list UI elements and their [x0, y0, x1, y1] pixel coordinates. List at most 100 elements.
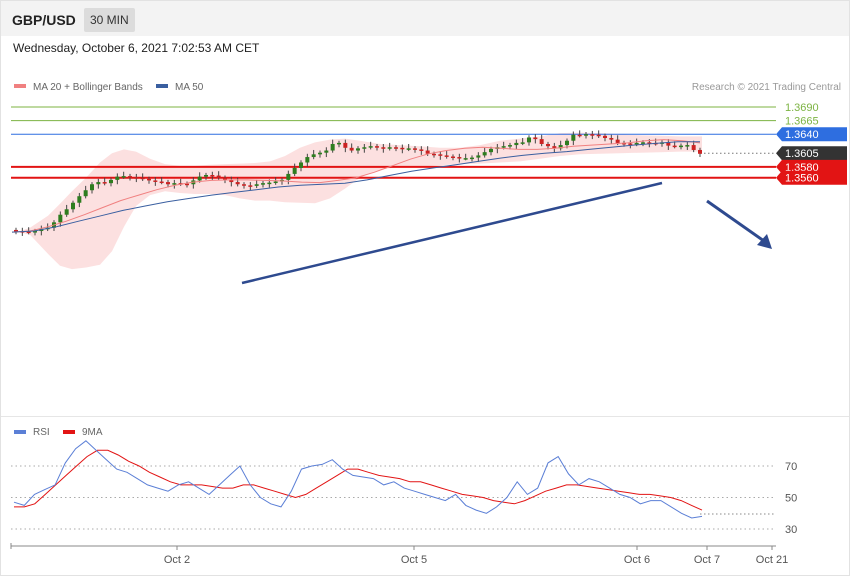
candle-body [444, 155, 449, 157]
forecast-arrow-shaft [706, 199, 765, 243]
candle-body [261, 183, 265, 185]
candle-body [679, 145, 683, 148]
candle-body [375, 146, 379, 148]
candle-body [324, 150, 329, 153]
level-label-1.3690: 1.3690 [785, 102, 819, 114]
copyright-label: Research © 2021 Trading Central [692, 82, 841, 93]
candle-body [419, 149, 424, 151]
candle-body [508, 145, 512, 147]
x-tick-label: Oct 21 [756, 554, 788, 566]
candle-body [90, 184, 94, 191]
candle-body [330, 143, 335, 151]
candle-body [381, 147, 386, 149]
candle-body [77, 196, 82, 203]
candle-body [609, 138, 614, 140]
candle-body [83, 190, 88, 197]
datetime-label: Wednesday, October 6, 2021 7:02:53 AM CE… [13, 41, 260, 55]
candle-body [413, 148, 417, 150]
candle-body [615, 139, 620, 143]
candle-body [166, 182, 170, 185]
candle-body [216, 175, 221, 178]
candle-body [267, 182, 272, 185]
candle-body [514, 142, 519, 146]
legend-label-ma50: MA 50 [175, 82, 204, 93]
legend-label-rsi: RSI [33, 427, 50, 438]
candle-body [622, 142, 626, 145]
candle-body [343, 142, 348, 148]
candle-body [349, 147, 354, 151]
candle-body [172, 183, 177, 185]
candle-body [463, 158, 468, 160]
candle-body [698, 149, 702, 154]
candle-body [641, 142, 645, 144]
candle-body [362, 147, 367, 149]
candle-body [299, 162, 303, 168]
level-label-1.3560: 1.3560 [785, 173, 819, 185]
candle-body [647, 142, 652, 144]
legend-swatch-rsi [14, 430, 26, 434]
candle-body [628, 143, 633, 145]
candle-body [26, 231, 31, 234]
candle-body [577, 134, 582, 137]
candle-body [147, 178, 151, 181]
candle-body [115, 176, 120, 180]
ma50-line [11, 141, 700, 233]
trendline [241, 181, 663, 285]
header-bar: GBP/USD 30 MIN [1, 1, 849, 36]
candle-body [71, 202, 75, 210]
candle-body [248, 185, 253, 187]
candle-body [33, 231, 37, 233]
rsi-tick-30: 30 [785, 524, 797, 536]
timeframe-badge[interactable]: 30 MIN [84, 8, 135, 32]
rsi-tick-70: 70 [785, 461, 797, 473]
legend-swatch-9ma [63, 430, 75, 434]
candle-body [558, 145, 563, 149]
candle-body [672, 145, 677, 148]
legend-label-ma20: MA 20 + Bollinger Bands [33, 82, 143, 93]
candle-body [457, 157, 462, 159]
candle-body [432, 153, 436, 156]
candle-body [387, 147, 392, 149]
legend-swatch-ma20 [14, 84, 26, 88]
rsi-tick-50: 50 [785, 493, 797, 505]
rsi-9ma-line [14, 449, 703, 511]
candle-body [109, 179, 113, 184]
candle-body [58, 214, 63, 223]
candle-body [235, 182, 240, 185]
candle-body [311, 154, 316, 158]
candle-body [571, 134, 576, 141]
x-tick-label: Oct 7 [694, 554, 720, 566]
level-tag-1.3605 [776, 146, 847, 161]
candle-body [590, 134, 595, 136]
candle-body [197, 176, 202, 181]
candle-body [159, 181, 164, 184]
candle-body [286, 173, 291, 180]
candle-body [533, 137, 538, 140]
candle-body [539, 139, 544, 144]
x-tick-label: Oct 5 [401, 554, 427, 566]
x-tick-label: Oct 6 [624, 554, 650, 566]
candle-body [603, 135, 607, 139]
panel-separator [1, 416, 849, 417]
candle-body [451, 156, 455, 159]
legend-swatch-ma50 [156, 84, 168, 88]
candle-body [305, 157, 310, 163]
candle-body [121, 176, 126, 178]
level-tag-1.3640 [776, 127, 847, 142]
forecast-arrow-head [757, 234, 772, 249]
candle-body [210, 175, 215, 177]
candle-body [356, 148, 360, 151]
candle-body [489, 148, 493, 153]
candle-body [666, 142, 671, 146]
candle-body [229, 179, 234, 183]
candle-body [634, 142, 639, 145]
candle-body [368, 146, 373, 148]
candle-body [520, 142, 525, 144]
candle-body [400, 147, 405, 150]
candle-body [185, 183, 189, 186]
rsi-line [13, 440, 703, 519]
candle-body [546, 143, 550, 147]
candle-body [318, 152, 322, 155]
candle-body [685, 145, 690, 147]
